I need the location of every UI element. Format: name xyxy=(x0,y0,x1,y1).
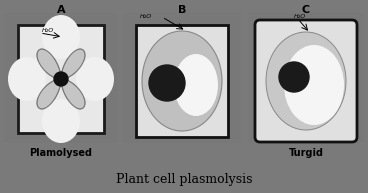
Text: A: A xyxy=(57,5,65,15)
Text: C: C xyxy=(302,5,310,15)
Ellipse shape xyxy=(174,54,218,116)
Text: H₂O: H₂O xyxy=(294,14,306,19)
Ellipse shape xyxy=(42,15,80,59)
Text: Turgid: Turgid xyxy=(289,148,323,158)
Ellipse shape xyxy=(8,57,46,101)
Ellipse shape xyxy=(142,31,222,131)
Polygon shape xyxy=(37,49,85,109)
Circle shape xyxy=(54,72,68,86)
Text: H₂O: H₂O xyxy=(42,27,54,32)
Polygon shape xyxy=(37,49,85,109)
Bar xyxy=(123,13,241,143)
Circle shape xyxy=(279,62,309,92)
Bar xyxy=(18,25,104,133)
Text: B: B xyxy=(178,5,186,15)
FancyBboxPatch shape xyxy=(255,20,357,142)
Text: H₂O: H₂O xyxy=(140,14,152,19)
Ellipse shape xyxy=(76,57,114,101)
Ellipse shape xyxy=(42,99,80,143)
Bar xyxy=(248,13,364,143)
Text: Plamolysed: Plamolysed xyxy=(29,148,92,158)
Bar xyxy=(136,25,228,137)
Text: Plant cell plasmolysis: Plant cell plasmolysis xyxy=(116,174,252,186)
Ellipse shape xyxy=(284,45,344,125)
Ellipse shape xyxy=(266,32,346,130)
Bar xyxy=(4,13,117,143)
Circle shape xyxy=(149,65,185,101)
